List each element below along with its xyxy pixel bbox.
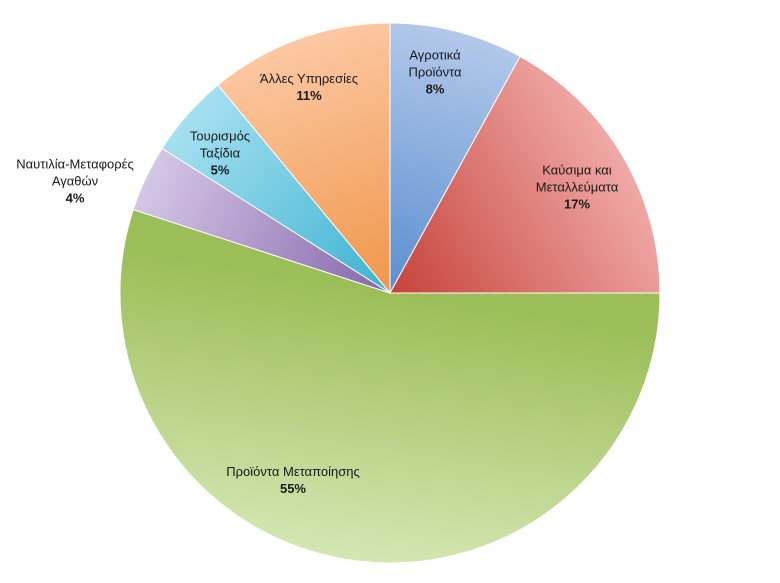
slice-label-shipping: Ναυτιλία-Μεταφορές Αγαθών 4% [16,156,134,206]
slice-label-fuels-minerals: Καύσιμα και Μεταλλεύματα 17% [535,162,619,212]
pie-slice-0 [389,22,521,294]
slice-label-manufacturing: Προϊόντα Μεταποίησης 55% [226,464,360,496]
pie-slice-5 [217,22,391,295]
slice-label-tourism: Τουρισμός Ταξίδια 5% [189,128,251,178]
slice-label-other-services: Άλλες Υπηρεσίες 11% [259,71,359,103]
pie-slice-2 [119,208,661,564]
slice-label-agricultural: Αγροτικά Προϊόντα 8% [408,47,462,97]
pie-slice-1 [389,55,661,294]
